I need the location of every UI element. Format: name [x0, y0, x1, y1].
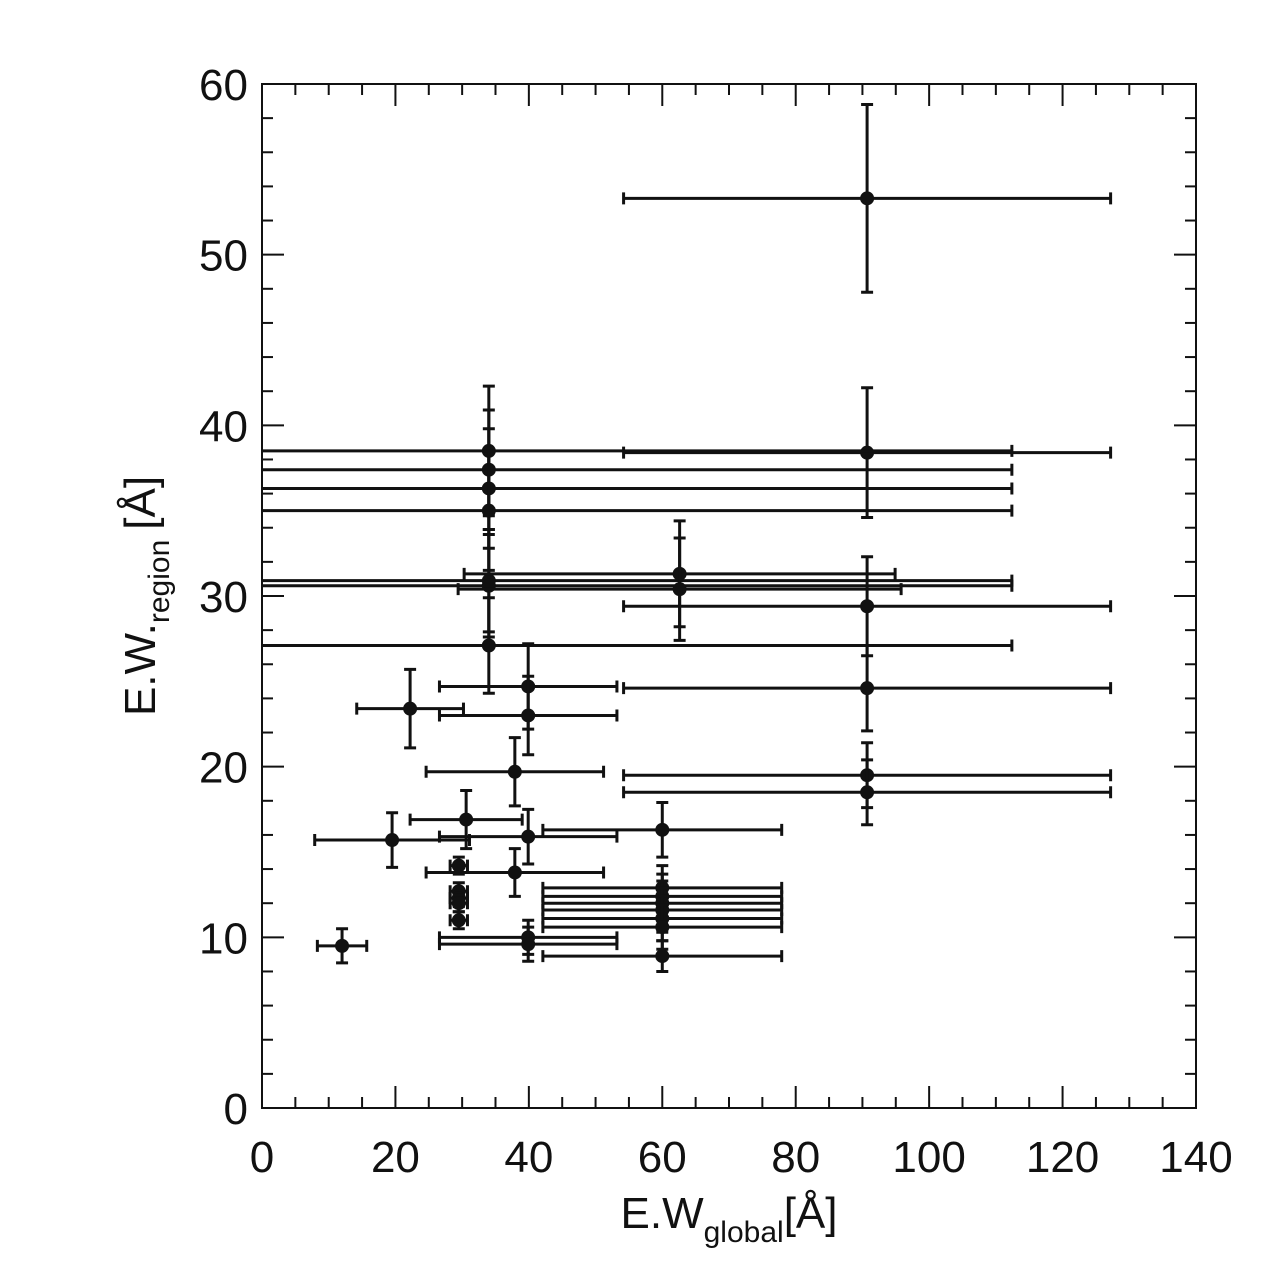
x-tick-label: 40 — [504, 1133, 553, 1182]
point — [507, 764, 522, 779]
point — [521, 708, 536, 723]
y-label-main: E.W. — [116, 623, 165, 716]
y-tick-label: 50 — [199, 232, 248, 281]
point — [459, 812, 474, 827]
point — [385, 833, 400, 848]
point — [860, 599, 875, 614]
x-tick-label: 0 — [250, 1133, 274, 1182]
point — [521, 829, 536, 844]
x-tick-label: 20 — [371, 1133, 420, 1182]
point — [451, 913, 466, 928]
point — [481, 503, 496, 518]
y-axis-label: E.W.region [Å] — [116, 476, 176, 716]
point — [655, 920, 670, 935]
point — [451, 858, 466, 873]
y-tick-label: 20 — [199, 744, 248, 793]
point — [860, 785, 875, 800]
point — [403, 701, 418, 716]
point — [481, 638, 496, 653]
y-tick-label: 30 — [199, 573, 248, 622]
point — [655, 949, 670, 964]
plot-frame — [261, 83, 1197, 1109]
point — [507, 865, 522, 880]
x-tick-label: 140 — [1159, 1133, 1232, 1182]
point — [860, 191, 875, 206]
point — [451, 896, 466, 911]
x-error-bar — [262, 444, 1014, 457]
point — [521, 937, 536, 952]
data-layer — [262, 102, 1113, 973]
x-tick-label: 120 — [1026, 1133, 1099, 1182]
x-tick-label: 100 — [892, 1133, 965, 1182]
y-tick-label: 10 — [199, 914, 248, 963]
point — [335, 938, 350, 953]
x-tick-label: 80 — [771, 1133, 820, 1182]
x-tick-label: 60 — [638, 1133, 687, 1182]
y-tick-label: 60 — [199, 61, 248, 110]
point — [860, 681, 875, 696]
y-label-unit: [Å] — [116, 476, 165, 530]
y-label-sub: region — [143, 540, 176, 623]
point — [860, 445, 875, 460]
x-axis-label: E.Wglobal[Å] — [621, 1189, 838, 1249]
y-tick-label: 40 — [199, 402, 248, 451]
x-label-unit: [Å] — [784, 1189, 838, 1238]
point — [655, 822, 670, 837]
point — [672, 582, 687, 597]
x-label-sub: global — [704, 1216, 784, 1249]
x-error-bar — [262, 463, 1014, 476]
y-tick-label: 0 — [224, 1085, 248, 1134]
x-label-main: E.W — [621, 1189, 705, 1238]
